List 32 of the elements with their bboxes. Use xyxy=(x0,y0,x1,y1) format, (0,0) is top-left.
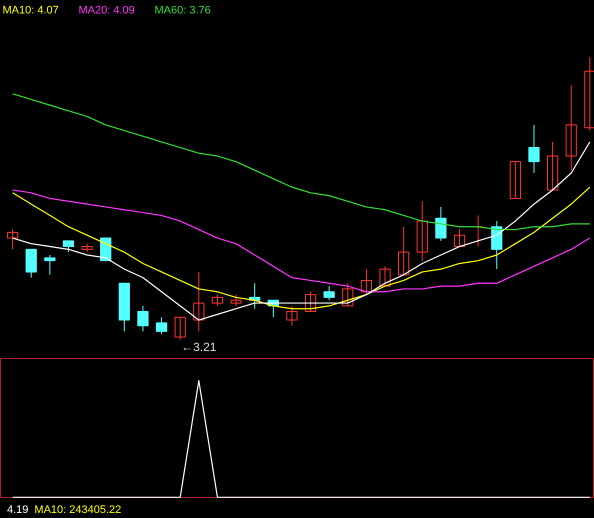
annotation: ←3.21 xyxy=(181,340,217,354)
candlestick xyxy=(491,220,502,270)
candlestick xyxy=(360,268,372,296)
text: MA60: 3.76 xyxy=(154,4,211,16)
candlestick xyxy=(156,316,168,335)
text: 4.19 xyxy=(7,504,28,516)
candlestick xyxy=(26,248,37,278)
candlestick xyxy=(324,286,335,301)
candlestick xyxy=(193,271,204,332)
text: MA10: 4.07 xyxy=(2,4,59,16)
candlestick xyxy=(44,254,56,276)
candlestick xyxy=(230,294,242,306)
candlestick xyxy=(528,124,540,174)
text: MA10: 243405.22 xyxy=(34,504,122,516)
candlestick xyxy=(435,206,446,242)
candlestick xyxy=(286,305,298,326)
candlestick xyxy=(546,141,558,190)
candlestick xyxy=(454,229,466,248)
candlestick xyxy=(584,56,594,132)
candlestick xyxy=(379,266,391,287)
candlestick xyxy=(137,305,149,332)
candlestick xyxy=(174,316,186,340)
candlestick xyxy=(212,294,224,306)
candlestick xyxy=(304,291,316,312)
candlestick xyxy=(566,84,577,171)
candlestick xyxy=(6,229,18,250)
candlestick xyxy=(342,282,354,306)
text: MA20: 4.09 xyxy=(78,4,135,16)
candlestick xyxy=(510,161,521,199)
candlestick xyxy=(398,226,410,276)
candlestick xyxy=(416,200,428,262)
candlestick xyxy=(62,240,74,253)
